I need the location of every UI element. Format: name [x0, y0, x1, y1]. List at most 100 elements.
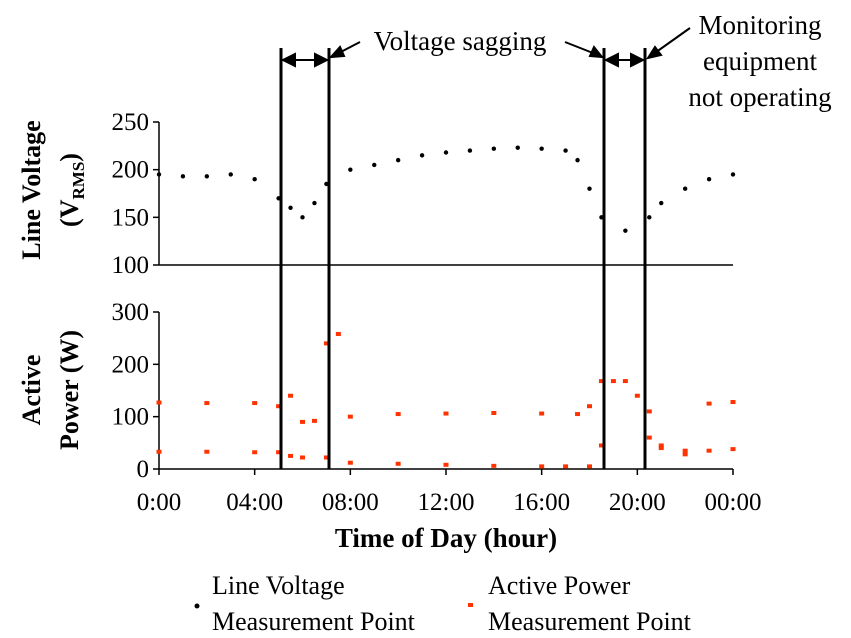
voltage-point [623, 228, 628, 233]
power-point [587, 464, 592, 469]
voltage-point [228, 172, 233, 177]
power-point [335, 331, 341, 336]
legend: Line Voltage Measurement Point Active Po… [194, 571, 692, 636]
power-point [323, 455, 329, 460]
legend-voltage-line1: Line Voltage [212, 571, 345, 600]
annotation-monitoring-line2: equipment [703, 46, 817, 76]
power-point [300, 419, 305, 424]
power-point [288, 453, 294, 458]
x-axis-label: Time of Day (hour) [335, 523, 557, 553]
power-point [311, 418, 317, 423]
power-point [395, 461, 401, 466]
voltage-point [300, 215, 305, 220]
voltage-point [491, 146, 497, 151]
x-tick-label: 04:00 [226, 489, 283, 516]
power-point [156, 400, 162, 405]
bottom-ylabel-line2: Power (W) [55, 330, 84, 450]
power-point [658, 443, 664, 448]
x-tick-label: 16:00 [513, 489, 570, 516]
power-point [276, 404, 282, 409]
top-y-tick-label: 200 [112, 157, 150, 184]
voltage-point [395, 157, 401, 163]
top-y-tick-label: 100 [112, 252, 150, 279]
power-point [706, 401, 712, 406]
power-point [288, 393, 294, 398]
legend-voltage-line2: Measurement Point [212, 607, 416, 636]
power-point [575, 412, 581, 417]
power-point [587, 404, 592, 409]
voltage-point [647, 215, 652, 220]
off-double-arrow [603, 52, 646, 68]
top-y-tick-label: 250 [112, 109, 150, 136]
voltage-point [180, 174, 186, 179]
voltage-point [348, 167, 353, 172]
x-tick-label: 08:00 [322, 489, 379, 516]
bottom-y-tick-label: 200 [112, 351, 150, 378]
power-point [252, 401, 258, 406]
power-point [634, 393, 640, 398]
sag-pointer-arrow-left [328, 41, 361, 59]
bottom-y-tick-label: 100 [112, 404, 150, 431]
power-point [646, 409, 652, 414]
power-point [563, 464, 569, 469]
legend-power-marker [468, 603, 473, 607]
voltage-point [515, 145, 520, 150]
power-point [204, 449, 210, 454]
voltage-point [204, 174, 210, 179]
power-point [252, 450, 258, 455]
x-tick-label: 20:00 [609, 489, 666, 516]
top-y-tick-label: 150 [112, 204, 150, 231]
power-point [204, 401, 210, 406]
voltage-point [587, 186, 592, 191]
annotation-voltage-sagging: Voltage sagging [374, 26, 547, 56]
bottom-y-tick-label: 300 [112, 299, 150, 326]
power-point [598, 443, 604, 448]
power-point [539, 411, 545, 416]
voltage-point [575, 157, 580, 163]
power-point [347, 460, 353, 465]
voltage-point [156, 172, 162, 177]
power-point [276, 450, 282, 455]
power-point [730, 447, 736, 452]
x-tick-label: 00:00 [705, 489, 762, 516]
sag-double-arrow [280, 52, 330, 68]
voltage-point [682, 186, 688, 191]
power-point [323, 341, 329, 346]
voltage-point [563, 148, 568, 153]
power-point [730, 400, 736, 405]
power-point [706, 448, 712, 453]
voltage-point [288, 205, 293, 210]
power-point [610, 379, 616, 384]
voltage-point [539, 146, 544, 151]
annotation-monitoring-line1: Monitoring [698, 10, 821, 40]
power-point [539, 464, 545, 469]
x-tick-label: 0:00 [137, 489, 181, 516]
top-ylabel-main: Line Voltage [17, 120, 46, 259]
power-point [491, 463, 497, 468]
power-point [443, 462, 449, 467]
voltage-point [419, 153, 425, 158]
legend-voltage-marker [194, 603, 200, 609]
power-point [395, 412, 401, 417]
bottom-y-tick-label: 0 [137, 456, 150, 483]
power-point [682, 448, 688, 453]
x-tick-label: 12:00 [418, 489, 475, 516]
power-point [156, 449, 162, 454]
sag-pointer-arrow-right [564, 41, 605, 59]
voltage-point [706, 177, 712, 182]
power-point [646, 435, 652, 440]
legend-power-line2: Measurement Point [488, 607, 692, 636]
power-point [491, 411, 497, 416]
voltage-point [443, 150, 449, 155]
power-point [598, 379, 604, 384]
voltage-point [372, 162, 377, 168]
top-ylabel-unit: (VRMS) [55, 153, 88, 227]
annotation-monitoring-line3: not operating [688, 82, 831, 112]
voltage-point [312, 200, 317, 206]
legend-power-line1: Active Power [488, 571, 631, 600]
power-point [682, 452, 688, 457]
voltage-point [659, 200, 664, 206]
voltage-point [730, 172, 736, 177]
off-pointer-arrow [645, 27, 691, 60]
